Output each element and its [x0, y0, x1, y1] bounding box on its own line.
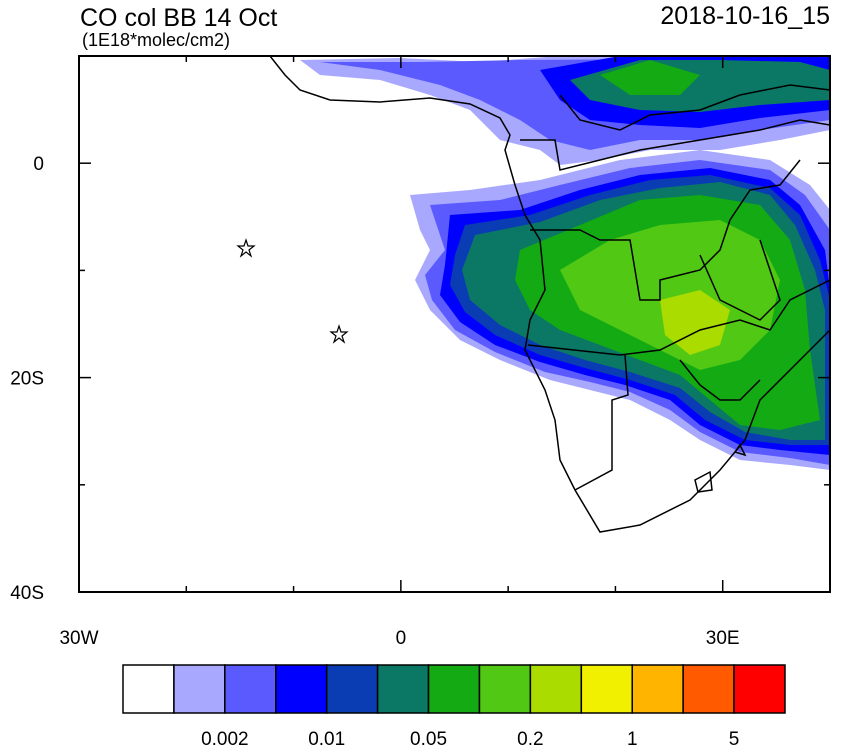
coastlines: [269, 56, 830, 533]
x-tick-label: 30W: [59, 628, 98, 649]
colorbar-box: [529, 664, 583, 714]
colorbar-label: 0.05: [410, 729, 447, 747]
map-date: 2018-10-16_15: [660, 2, 830, 30]
colorbar-box: [580, 664, 633, 714]
colorbar-box: [427, 664, 481, 714]
x-tick-label: 30E: [706, 628, 740, 649]
colorbar-box: [122, 664, 175, 714]
colorbar-box: [325, 664, 379, 714]
stations: [236, 238, 349, 344]
y-tick-label: 40S: [10, 583, 44, 604]
colorbar-label: 0.002: [201, 729, 249, 747]
colorbar-box: [376, 664, 430, 714]
colorbar-label: 0.2: [517, 729, 543, 747]
colorbar-label: 0.01: [308, 729, 345, 747]
map-units: (1E18*molec/cm2): [82, 30, 230, 50]
colorbar-box: [173, 664, 226, 714]
map-frame: [78, 55, 831, 593]
colorbar-box: [224, 664, 277, 714]
colorbar-label: 1: [627, 729, 638, 747]
colorbar: 0.002 0.01 0.05 0.2 1 5: [122, 664, 786, 750]
colorbar-box: [275, 664, 328, 714]
y-tick-label: 20S: [10, 369, 44, 390]
axes: 30W 0 30E 0 20S 40S: [10, 56, 831, 649]
colorbar-box: [631, 664, 684, 714]
y-tick-label: 0: [33, 154, 44, 175]
colorbar-box: [478, 664, 532, 714]
concentration-field: [300, 56, 830, 470]
colorbar-box: [733, 664, 786, 714]
x-tick-label: 0: [396, 628, 407, 649]
map-title: CO col BB 14 Oct: [80, 4, 277, 32]
colorbar-box: [682, 664, 735, 714]
colorbar-label: 5: [729, 729, 740, 747]
